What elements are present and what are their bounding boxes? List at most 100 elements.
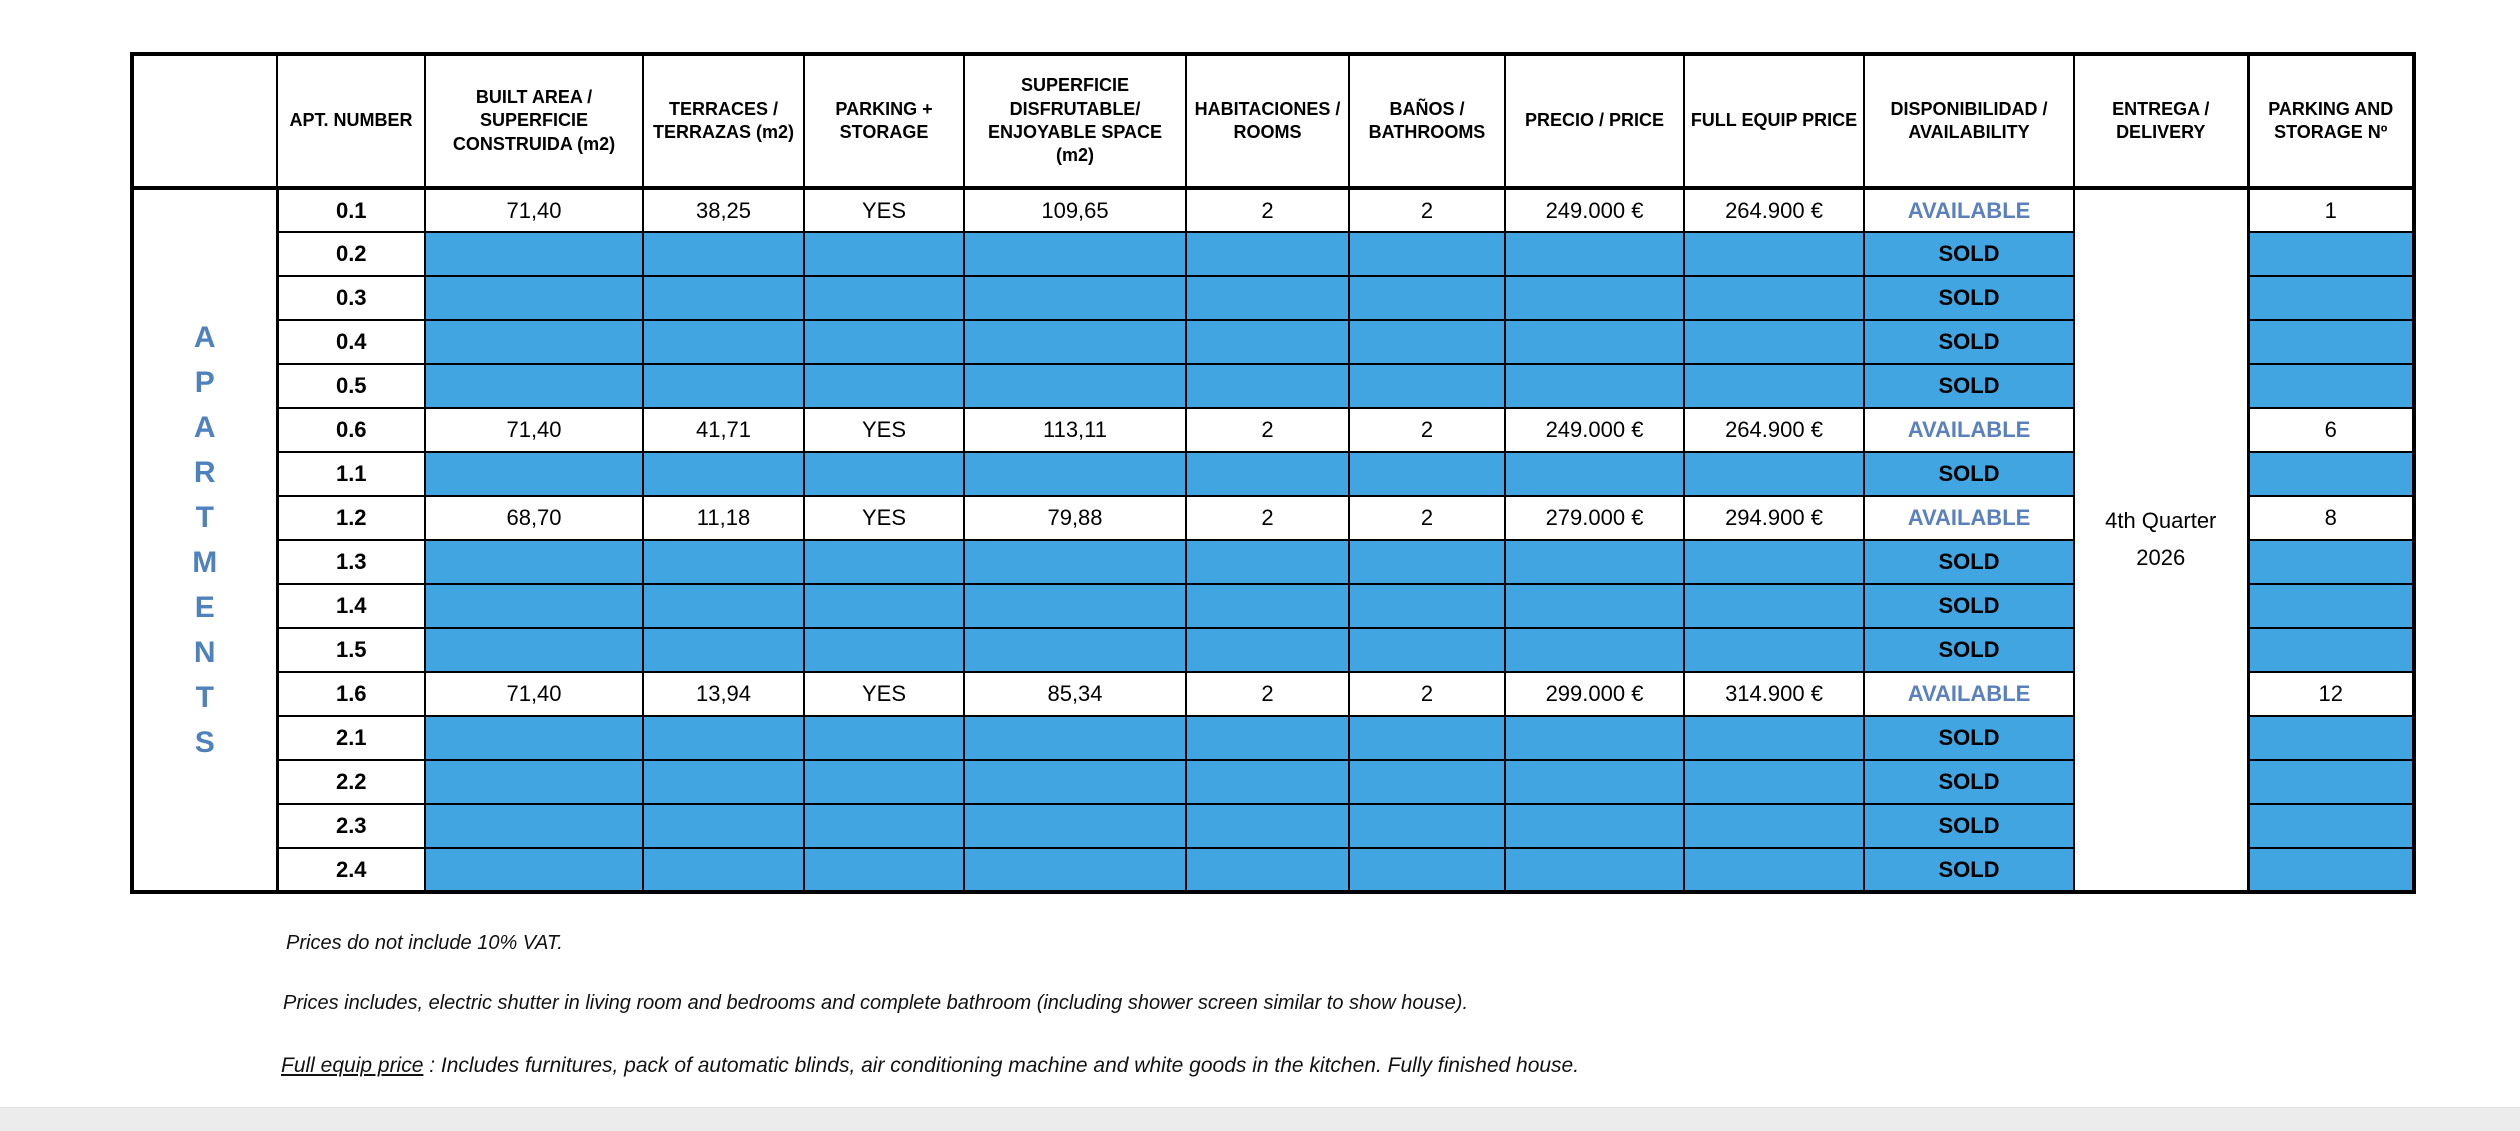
cell-built [424,715,644,761]
cell-baths: 2 [1348,407,1506,453]
apt-number-cell: 0.2 [276,231,426,277]
cell-parking [803,231,965,277]
apt-number-cell: 2.1 [276,715,426,761]
table-row: 1.3 SOLD [132,539,2415,585]
cell-enjoyable [963,715,1187,761]
cell-price [1504,759,1685,805]
availability-cell: SOLD [1863,275,2075,321]
cell-rooms [1185,451,1350,497]
cell-enjoyable [963,451,1187,497]
cell-baths [1348,847,1506,893]
cell-rooms [1185,319,1350,365]
column-header-10: DISPONIBILIDAD / AVAILABILITY [1863,53,2075,190]
cell-terraces: 38,25 [642,187,805,233]
apt-number-cell: 2.3 [276,803,426,849]
cell-price [1504,451,1685,497]
availability-cell: SOLD [1863,363,2075,409]
table-row: 2.3 SOLD [132,803,2415,849]
cell-terraces [642,231,805,277]
apt-number-cell: 2.4 [276,847,426,893]
note-full-equip-lead: Full equip price [281,1054,424,1077]
cell-enjoyable [963,627,1187,673]
table-row: 1.2 68,70 11,18 YES 79,88 2 2 279.000 €294.900 … [132,495,2415,541]
cell-full_equip [1683,363,1865,409]
cell-price [1504,275,1685,321]
cell-rooms [1185,627,1350,673]
window-bottom-edge [0,1107,2520,1131]
column-header-1: APT. NUMBER [276,53,426,190]
cell-parking: YES [803,187,965,233]
cell-terraces [642,583,805,629]
cell-rooms: 2 [1185,187,1350,233]
cell-price [1504,583,1685,629]
availability-cell: SOLD [1863,803,2075,849]
availability-cell: AVAILABLE [1863,187,2075,233]
parking-storage-no-cell [2246,231,2415,277]
cell-full_equip: 314.900 € [1683,671,1865,717]
table-row: 2.1 SOLD [132,715,2415,761]
apt-number-cell: 1.1 [276,451,426,497]
column-header-0 [131,53,278,190]
cell-enjoyable [963,803,1187,849]
column-header-3: TERRACES / TERRAZAS (m2) [642,53,805,190]
apt-number-cell: 1.4 [276,583,426,629]
table-row: 1.1 SOLD [132,451,2415,497]
cell-terraces: 13,94 [642,671,805,717]
cell-rooms [1185,363,1350,409]
cell-full_equip [1683,715,1865,761]
cell-rooms [1185,803,1350,849]
apt-number-cell: 0.5 [276,363,426,409]
cell-rooms [1185,715,1350,761]
apt-number-cell: 0.6 [276,407,426,453]
table-body: A P A R T M E N T S 0.1 71,40 38,25 YES 109,65 2 2 249.00… [131,187,2415,893]
cell-terraces [642,275,805,321]
cell-parking [803,759,965,805]
cell-rooms: 2 [1185,407,1350,453]
availability-cell: AVAILABLE [1863,495,2075,541]
cell-terraces [642,627,805,673]
cell-built [424,451,644,497]
cell-terraces [642,451,805,497]
cell-price [1504,715,1685,761]
parking-storage-no-cell [2246,275,2415,321]
table-row: 0.6 71,40 41,71 YES 113,11 2 2 249.000 €264.900… [132,407,2415,453]
apt-number-cell: 0.3 [276,275,426,321]
column-header-2: BUILT AREA / SUPERFICIE CONSTRUIDA (m2) [424,53,644,190]
cell-parking [803,363,965,409]
apt-number-cell: 1.5 [276,627,426,673]
cell-rooms [1185,231,1350,277]
apt-number-cell: 1.3 [276,539,426,585]
cell-parking [803,803,965,849]
cell-rooms [1185,583,1350,629]
parking-storage-no-cell [2246,715,2415,761]
cell-enjoyable [963,539,1187,585]
cell-parking [803,583,965,629]
cell-terraces [642,759,805,805]
table-row: A P A R T M E N T S 0.1 71,40 38,25 YES 109,65 2 2 249.00… [131,187,2415,893]
cell-parking [803,627,965,673]
cell-parking [803,319,965,365]
parking-storage-no-cell: 12 [2246,671,2415,717]
cell-full_equip [1683,759,1865,805]
table-row: 0.3 SOLD [132,275,2415,321]
column-header-5: SUPERFICIE DISFRUTABLE/ ENJOYABLE SPACE … [963,53,1187,190]
cell-price [1504,319,1685,365]
table-row: 2.4 SOLD [132,847,2415,893]
cell-enjoyable: 109,65 [963,187,1187,233]
cell-enjoyable [963,583,1187,629]
cell-enjoyable [963,275,1187,321]
cell-parking [803,451,965,497]
table-row: 0.5 SOLD [132,363,2415,409]
column-header-11: ENTREGA / DELIVERY [2073,53,2249,190]
cell-terraces: 41,71 [642,407,805,453]
cell-baths [1348,539,1506,585]
cell-enjoyable: 85,34 [963,671,1187,717]
cell-price [1504,231,1685,277]
cell-baths: 2 [1348,495,1506,541]
cell-price: 249.000 € [1504,407,1685,453]
cell-built [424,803,644,849]
table-row: 1.4 SOLD [132,583,2415,629]
cell-built [424,847,644,893]
parking-storage-no-cell [2246,451,2415,497]
